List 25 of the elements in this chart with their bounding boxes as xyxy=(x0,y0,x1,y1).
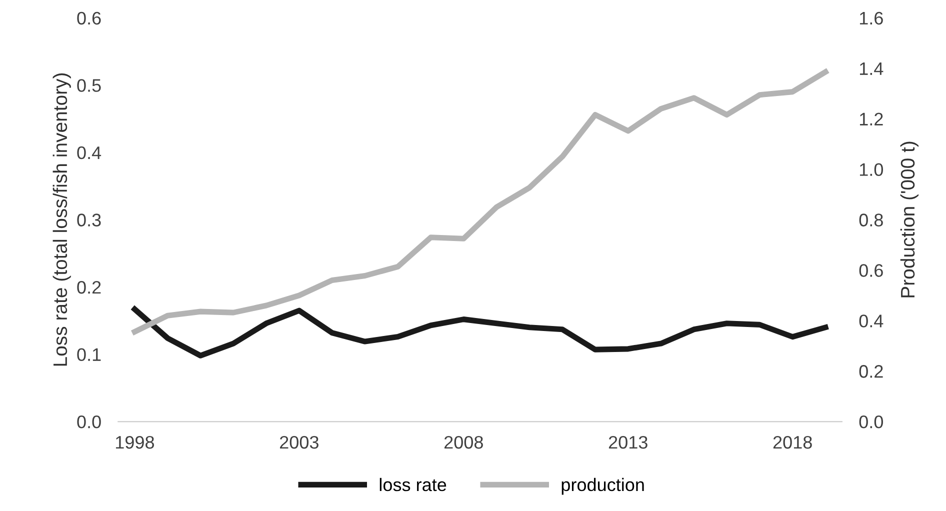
y-tick-label: 0.3 xyxy=(77,214,101,226)
y-tick-label: 0.2 xyxy=(77,280,101,294)
y2-tick-label: 0.4 xyxy=(859,314,884,328)
y2-tick-label: 0.0 xyxy=(859,416,883,428)
y2-axis-title: Production ('000 t) xyxy=(900,142,918,298)
y2-tick-label: 1.0 xyxy=(860,163,883,176)
y2-tick-label: 1.6 xyxy=(860,12,883,25)
y-tick-label: 0.6 xyxy=(77,12,101,25)
x-tick-label: 2013 xyxy=(608,436,648,449)
y2-tick-label: 1.2 xyxy=(860,112,883,126)
y2-tick-label: 1.4 xyxy=(860,62,884,75)
x-tick-label: 2008 xyxy=(444,436,483,449)
legend-label: production xyxy=(562,478,644,495)
x-tick-label: 2018 xyxy=(773,436,812,449)
y-axis-title: Loss rate (total loss/fish inventory) xyxy=(52,73,71,366)
y-tick-label: 0.0 xyxy=(77,416,101,428)
legend-label: loss rate xyxy=(380,478,446,492)
y2-tick-label: 0.8 xyxy=(859,214,883,226)
y-tick-label: 0.4 xyxy=(77,146,102,160)
x-tick-label: 1998 xyxy=(116,436,154,449)
x-tick-label: 2003 xyxy=(280,436,318,449)
y2-tick-label: 0.6 xyxy=(859,264,883,277)
y-tick-label: 0.1 xyxy=(77,348,101,362)
y2-tick-label: 0.2 xyxy=(859,365,883,378)
y-tick-label: 0.5 xyxy=(77,79,101,92)
